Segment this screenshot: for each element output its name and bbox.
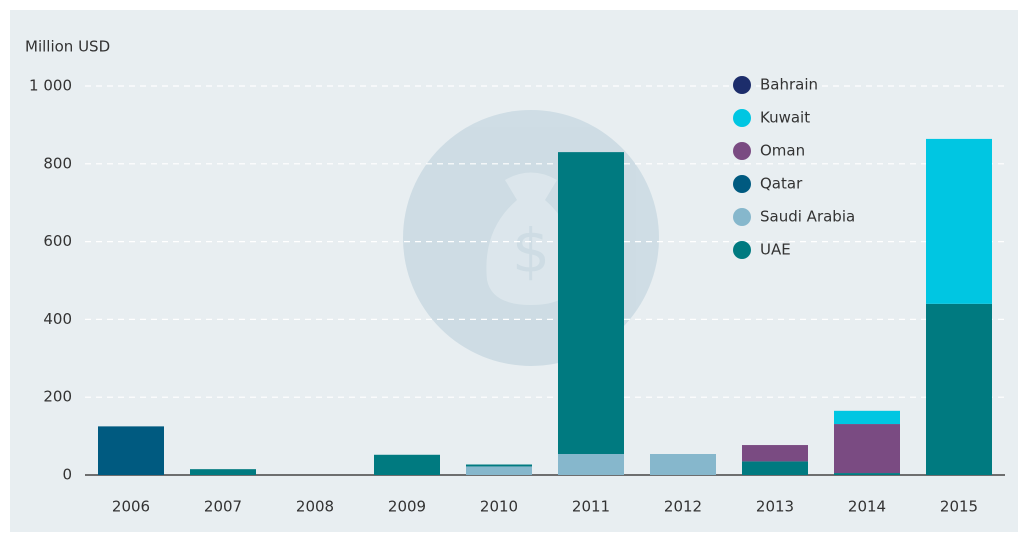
legend-swatch	[733, 142, 751, 160]
x-tick-label: 2006	[112, 498, 150, 516]
legend-label: UAE	[760, 241, 791, 259]
bar-segment	[466, 466, 532, 475]
x-tick-label: 2008	[296, 498, 334, 516]
x-tick-label: 2011	[572, 498, 610, 516]
y-tick-label: 200	[43, 388, 72, 406]
bar-segment	[190, 469, 256, 475]
bar-segment	[650, 453, 716, 475]
bar-segment	[558, 453, 624, 475]
y-tick-label: 800	[43, 154, 72, 172]
x-tick-label: 2015	[940, 498, 978, 516]
x-tick-label: 2010	[480, 498, 518, 516]
bar-segment	[466, 464, 532, 467]
y-tick-label: 400	[43, 310, 72, 328]
x-tick-label: 2009	[388, 498, 426, 516]
legend-label: Kuwait	[760, 109, 810, 127]
y-tick-label: 1 000	[29, 77, 72, 95]
y-tick-label: 0	[62, 466, 72, 484]
legend-label: Bahrain	[760, 76, 818, 94]
x-tick-label: 2013	[756, 498, 794, 516]
legend-label: Saudi Arabia	[760, 208, 855, 226]
bar-segment	[374, 454, 440, 475]
y-axis-label: Million USD	[25, 38, 110, 56]
legend-swatch	[733, 175, 751, 193]
bar-segment	[926, 138, 992, 304]
legend-label: Oman	[760, 142, 805, 160]
legend-label: Qatar	[760, 175, 803, 193]
svg-text:$: $	[512, 217, 550, 287]
legend-swatch	[733, 76, 751, 94]
x-tick-label: 2014	[848, 498, 886, 516]
bar-segment	[926, 303, 992, 475]
legend-swatch	[733, 208, 751, 226]
legend-swatch	[733, 109, 751, 127]
bar-segment	[558, 152, 624, 454]
bar-segment	[98, 426, 164, 475]
bar-segment	[742, 445, 808, 462]
bar-segment	[742, 461, 808, 475]
bar-segment	[834, 410, 900, 425]
x-tick-label: 2007	[204, 498, 242, 516]
x-tick-label: 2012	[664, 498, 702, 516]
y-tick-label: 600	[43, 232, 72, 250]
bar-segment	[834, 473, 900, 475]
bar-segment	[834, 424, 900, 474]
legend-swatch	[733, 241, 751, 259]
